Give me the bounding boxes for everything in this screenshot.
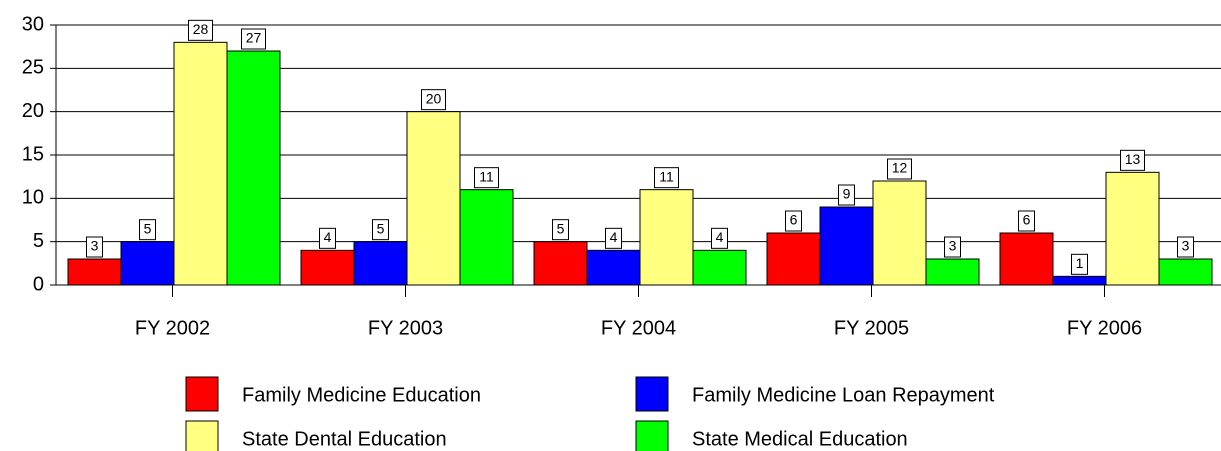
value-label: 28 [193,21,209,37]
y-tick-label: 0 [33,273,44,295]
bar [586,249,641,286]
legend-label: State Dental Education [242,428,447,450]
value-label: 1 [1076,255,1084,271]
value-label: 4 [610,229,618,245]
bar [925,258,980,286]
bar [692,249,747,286]
bar [300,249,355,286]
bar [459,189,514,286]
bar [533,241,588,286]
legend-swatch [635,420,669,451]
value-label-box [319,227,336,249]
legend-label: Family Medicine Loan Repayment [692,384,995,406]
y-tick-label: 25 [22,57,44,79]
value-label: 27 [246,30,262,46]
bar [639,189,694,286]
bar [1105,171,1160,286]
value-label-box [1177,236,1194,258]
value-label: 3 [1182,238,1190,254]
value-label-box [1071,253,1088,275]
bar [173,41,228,286]
y-tick-label: 10 [22,187,44,209]
value-label: 20 [426,90,442,106]
value-label-box [654,167,679,189]
value-label-box [1120,149,1145,171]
bar [406,111,461,286]
value-label-box [711,227,728,249]
value-label-box [605,227,622,249]
value-label-box [785,210,802,232]
value-label: 3 [91,238,99,254]
value-label-box [241,28,266,50]
y-tick-label: 15 [22,143,44,165]
x-tick-label: FY 2005 [834,317,909,339]
bar [766,232,821,286]
value-label: 11 [659,168,674,184]
value-label: 9 [843,186,851,202]
legend-swatch [185,420,219,451]
x-tick-label: FY 2006 [1067,317,1142,339]
legend-swatch [635,376,669,412]
bar [67,258,122,286]
x-tick-label: FY 2003 [368,317,443,339]
value-label-box [944,236,961,258]
y-tick-label: 20 [22,100,44,122]
value-label: 4 [716,229,724,245]
value-label-box [1018,210,1035,232]
value-label-box [372,219,389,241]
legend-label: State Medical Education [692,428,908,450]
value-label-box [838,184,855,206]
y-tick-label: 30 [22,13,44,35]
legend-label: Family Medicine Education [242,384,481,406]
value-label: 5 [144,220,152,236]
value-label-box [421,89,446,111]
bar [999,232,1054,286]
value-label-box [139,219,156,241]
x-tick-label: FY 2004 [601,317,676,339]
bar [226,50,281,286]
value-label-box [474,167,499,189]
bar [1052,275,1107,286]
bar [353,241,408,286]
legend-swatch [185,376,219,412]
value-label-box [887,158,912,180]
y-tick-label: 5 [33,230,44,252]
bar [120,241,175,286]
bar [1158,258,1213,286]
value-label-box [86,236,103,258]
value-label: 11 [479,168,494,184]
x-tick-label: FY 2002 [135,317,210,339]
value-label: 6 [1023,212,1031,228]
value-label-box [188,19,213,41]
value-label: 3 [949,238,957,254]
value-label: 4 [324,229,332,245]
value-label-box [552,219,569,241]
value-label: 13 [1125,151,1141,167]
value-label: 12 [892,160,908,176]
bar [819,206,874,286]
value-label: 6 [790,212,798,228]
value-label: 5 [377,220,385,236]
value-label: 5 [557,220,565,236]
bar [872,180,927,286]
